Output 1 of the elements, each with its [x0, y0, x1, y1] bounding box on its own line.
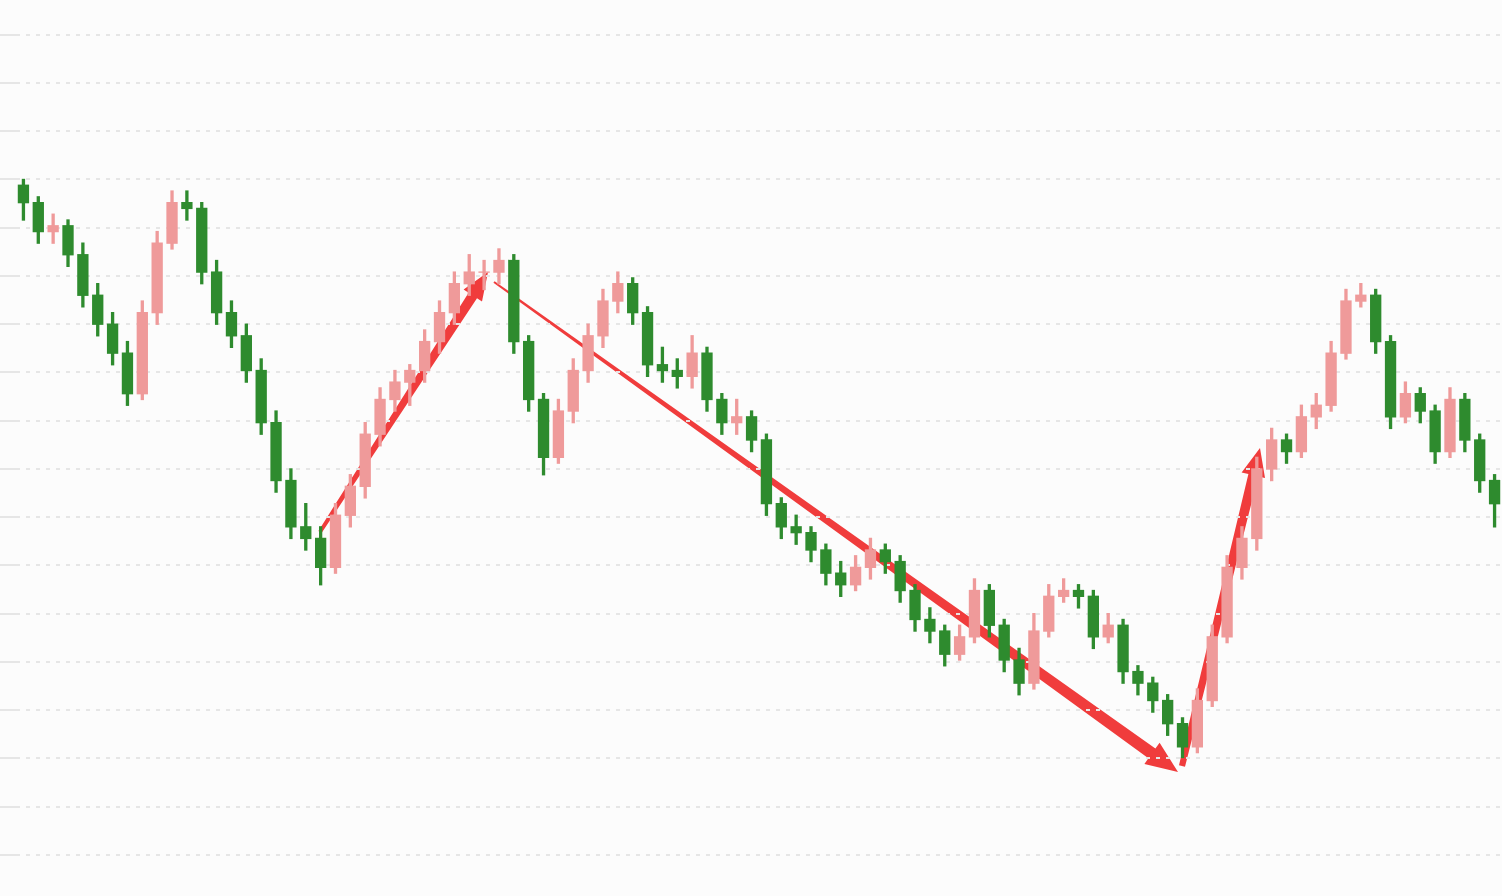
candlestick — [47, 213, 59, 244]
